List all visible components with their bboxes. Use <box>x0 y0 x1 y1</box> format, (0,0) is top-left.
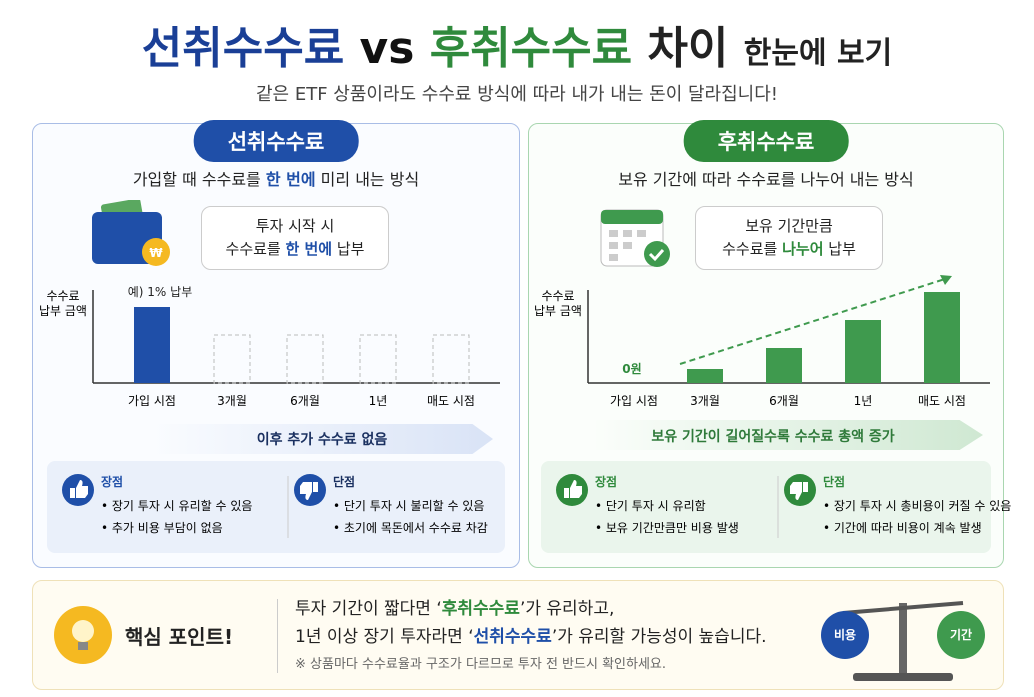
arrow-text: 이후 추가 수수료 없음 <box>256 432 388 448</box>
item: • 초기에 목돈에서 수수료 차감 <box>333 521 488 535</box>
t: 보유 기간만큼 <box>745 217 833 235</box>
section-title: 장점 <box>595 474 617 489</box>
t: 납부 <box>823 240 856 258</box>
pros-cons <box>541 461 991 553</box>
section-title: 단점 <box>333 474 355 489</box>
x-tick-label: 3개월 <box>690 394 720 408</box>
t: 한 번에 <box>285 240 333 258</box>
bar <box>134 307 170 383</box>
t: 투자 시작 시 <box>255 217 335 235</box>
y-label: 납부 금액 <box>534 304 582 318</box>
item: • 장기 투자 시 유리할 수 있음 <box>101 499 252 513</box>
placeholder <box>432 334 470 384</box>
x-tick-label: 1년 <box>369 394 388 408</box>
scale-right: 기간 <box>950 627 972 642</box>
t: 나누어 <box>782 240 824 258</box>
t: 투자 기간이 짧다면 ‘ <box>295 599 442 619</box>
t: ’가 유리하고, <box>519 599 615 619</box>
annotation: 0원 <box>622 362 641 376</box>
t: 1년 이상 장기 투자라면 ‘ <box>295 627 474 647</box>
t: 선취수수료 <box>473 627 552 647</box>
wallet-icon: ₩ <box>92 200 170 266</box>
note: ※ 상품마다 수수료율과 구조가 다르므로 투자 전 반드시 확인하세요. <box>295 657 667 672</box>
arrow-text: 보유 기간이 길어질수록 수수료 총액 증가 <box>651 429 895 445</box>
x-tick-label: 매도 시점 <box>427 394 475 408</box>
title: 선취수수료 vs 후취수수료 차이 한눈에 보기 <box>0 12 1034 76</box>
bar <box>924 292 960 383</box>
thumb <box>70 480 88 498</box>
bar <box>687 369 723 383</box>
y-label: 수수료 <box>46 289 79 303</box>
title-b: 후취수수료 <box>429 23 633 74</box>
t: 수수료를 <box>722 240 783 258</box>
x-tick-label: 1년 <box>854 394 873 408</box>
x-tick-label: 6개월 <box>769 394 799 408</box>
currency: ₩ <box>149 246 163 260</box>
t: ’가 유리할 가능성이 높습니다. <box>551 627 767 647</box>
x-tick-label: 6개월 <box>290 394 320 408</box>
key-point-box: 핵심 포인트! 투자 기간이 짧다면 ‘후취수수료’가 유리하고, 1년 이상 … <box>32 580 1004 690</box>
x-tick-label: 3개월 <box>217 394 247 408</box>
placeholder <box>286 334 324 384</box>
item: • 기간에 따라 비용이 계속 발생 <box>823 521 982 535</box>
key-text: 투자 기간이 짧다면 ‘후취수수료’가 유리하고, 1년 이상 장기 투자라면 … <box>295 595 767 679</box>
t: 납부 <box>332 240 365 258</box>
badge: 선취수수료 <box>193 120 359 162</box>
item: • 단기 투자 시 유리함 <box>595 499 706 513</box>
arrow-head <box>940 275 952 285</box>
section-title: 단점 <box>823 474 845 489</box>
y-label: 수수료 <box>541 289 574 303</box>
item: • 단기 투자 시 불리할 수 있음 <box>333 499 484 513</box>
x-tick-label: 매도 시점 <box>918 394 966 408</box>
t: 후취수수료 <box>441 599 520 619</box>
y-label: 납부 금액 <box>39 304 87 318</box>
thumb <box>300 482 318 500</box>
subtitle: 같은 ETF 상품이라도 수수료 방식에 따라 내가 내는 돈이 달라집니다! <box>256 84 778 105</box>
x-tick-label: 가입 시점 <box>128 394 176 408</box>
section-title: 장점 <box>101 474 123 489</box>
left-panel: 선취수수료 가입할 때 수수료를 한 번에 미리 내는 방식 ₩ 투자 시작 시… <box>32 120 520 568</box>
desc: 가입할 때 수수료를 한 번에 미리 내는 방식 <box>33 166 519 190</box>
title-c: 차이 <box>647 23 729 74</box>
trend-arrow <box>679 277 949 365</box>
title-d: 한눈에 보기 <box>743 36 893 71</box>
desc: 보유 기간에 따라 수수료를 나누어 내는 방식 <box>618 170 914 189</box>
bar <box>766 348 802 383</box>
bar <box>845 320 881 383</box>
title-a: 선취수수료 <box>141 23 345 74</box>
badge: 후취수수료 <box>683 120 849 162</box>
pros-cons <box>47 461 505 553</box>
placeholder <box>213 334 251 384</box>
key-title: 핵심 포인트! <box>125 625 234 649</box>
bulb-icon <box>54 606 112 664</box>
thumb <box>564 480 582 498</box>
annotation: 예) 1% 납부 <box>128 285 192 299</box>
item: • 보유 기간만큼만 비용 발생 <box>595 521 739 535</box>
placeholder <box>359 334 397 384</box>
x-tick-label: 가입 시점 <box>610 394 658 408</box>
t: 미리 내는 방식 <box>315 170 420 189</box>
item: • 추가 비용 부담이 없음 <box>101 521 223 535</box>
scale-left: 비용 <box>834 627 856 642</box>
t: 한 번에 <box>265 170 316 189</box>
t: 수수료를 <box>225 240 286 258</box>
title-vs: vs <box>359 23 415 74</box>
thumb <box>790 482 808 500</box>
scale-icon: 비용 기간 <box>821 601 985 681</box>
item: • 장기 투자 시 총비용이 커질 수 있음 <box>823 499 1011 513</box>
t: 가입할 때 수수료를 <box>132 170 266 189</box>
calendar-icon <box>600 209 670 267</box>
